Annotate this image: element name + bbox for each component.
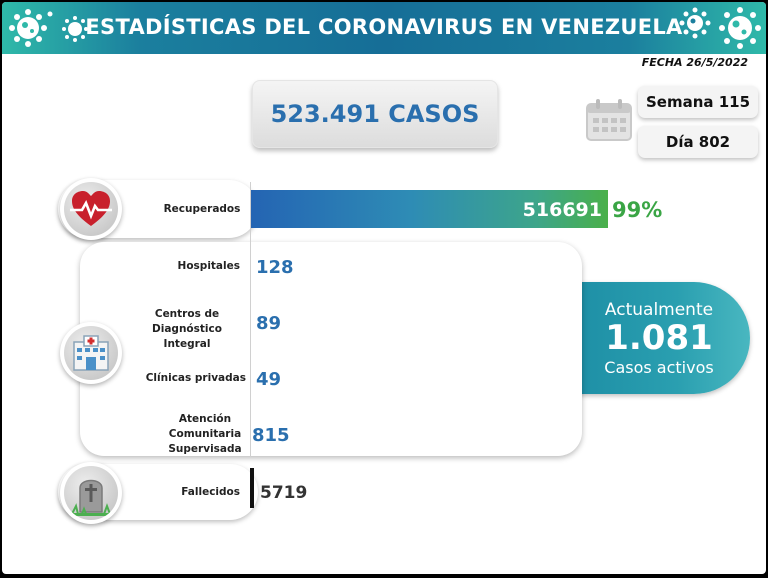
day-badge: Día 802 (638, 126, 758, 158)
week-badge: Semana 115 (638, 86, 758, 118)
virus-icon (719, 7, 761, 49)
header-banner: ESTADÍSTICAS DEL CORONAVIRUS EN VENEZUEL… (2, 2, 766, 54)
active-cases-value: 1.081 (605, 318, 713, 358)
virus-icon (62, 16, 88, 42)
deaths-bar (250, 468, 254, 508)
center-label-cdi: Centros de Diagnóstico Integral (152, 308, 222, 350)
active-cases-box: Actualmente 1.081 Casos activos (568, 282, 750, 394)
center-label-hospitales: Hospitales (177, 260, 240, 272)
heart-icon (70, 191, 112, 226)
center-value-acs: 815 (252, 425, 290, 446)
care-centers-panel (80, 242, 582, 456)
recovered-bar (250, 190, 608, 228)
recovered-percent: 99% (612, 198, 663, 222)
recovered-label: Recuperados (163, 203, 241, 215)
divider-line (250, 182, 251, 457)
deaths-value: 5719 (260, 483, 308, 503)
virus-icon (679, 7, 711, 39)
hospital-icon (73, 335, 109, 371)
total-cases-value: 523.491 CASOS (270, 100, 480, 128)
recovered-value: 516691 (522, 199, 602, 221)
active-cases-caption: Actualmente (604, 300, 714, 320)
recovered-icon-badge (60, 178, 122, 240)
calendar-icon (586, 99, 632, 141)
center-label-clinicas: Clínicas privadas (145, 372, 246, 384)
virus-icon (9, 9, 53, 47)
active-cases-label: Casos activos (604, 358, 714, 377)
deaths-icon-badge (60, 462, 122, 524)
center-value-hospitales: 128 (256, 257, 294, 278)
deaths-label: Fallecidos (181, 486, 240, 498)
center-value-clinicas: 49 (256, 369, 282, 390)
center-value-cdi: 89 (256, 313, 282, 334)
page-title: ESTADÍSTICAS DEL CORONAVIRUS EN VENEZUEL… (85, 15, 683, 39)
center-label-acs: Atención Comunitaria Supervisada (168, 413, 242, 455)
date-label: FECHA 26/5/2022 (641, 56, 748, 69)
total-cases-box: 523.491 CASOS (252, 80, 498, 148)
tombstone-icon (70, 479, 112, 516)
hospital-icon-badge (60, 322, 122, 384)
